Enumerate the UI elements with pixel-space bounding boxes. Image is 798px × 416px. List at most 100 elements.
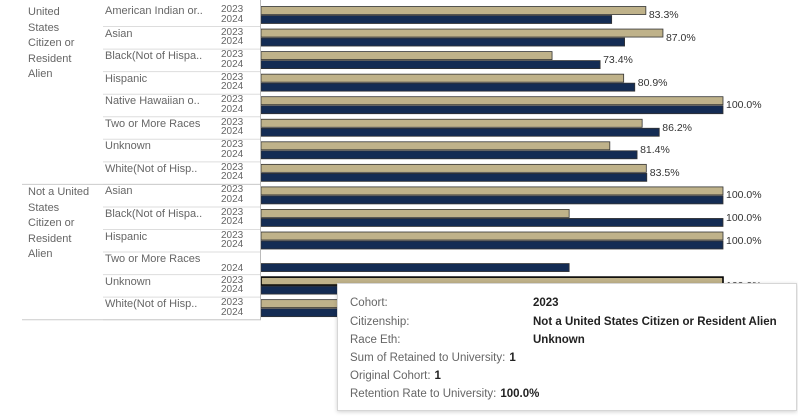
tooltip-key: Sum of Retained to University: bbox=[350, 352, 506, 364]
citizenship-label-line: States bbox=[28, 201, 60, 214]
bar-2024[interactable] bbox=[260, 60, 601, 69]
citizenship-label-line: Citizen or bbox=[28, 217, 75, 230]
data-label: 83.5% bbox=[649, 166, 680, 179]
race-label: Black(Not of Hispa.. bbox=[105, 50, 203, 63]
year-label: 2024 bbox=[221, 216, 244, 228]
year-label: 2023 bbox=[221, 71, 244, 83]
race-label: Native Hawaiian o.. bbox=[105, 95, 200, 108]
bar-2023[interactable] bbox=[260, 186, 724, 196]
tooltip-value: 1 bbox=[509, 352, 516, 364]
year-label: 2023 bbox=[221, 26, 244, 38]
bar-2024[interactable] bbox=[260, 127, 660, 137]
chart-tooltip: Cohort: 2023 Citizenship: Not a United Stat… bbox=[337, 283, 797, 411]
year-label: 2023 bbox=[221, 229, 244, 241]
tooltip-value: 100.0% bbox=[500, 388, 540, 400]
year-label: 2024 bbox=[221, 126, 244, 138]
race-label: Black(Not of Hispa.. bbox=[105, 207, 203, 220]
citizenship-label-line: Resident bbox=[28, 52, 72, 65]
year-label: 2023 bbox=[221, 206, 244, 218]
bar-2024[interactable] bbox=[260, 240, 724, 250]
data-label: 81.4% bbox=[640, 144, 670, 157]
race-label: Hispanic bbox=[105, 72, 148, 85]
race-label: Unknown bbox=[105, 140, 151, 153]
year-label: 2024 bbox=[221, 13, 244, 25]
year-label: 2023 bbox=[221, 297, 244, 309]
bar-2023[interactable] bbox=[260, 231, 724, 241]
data-label: 80.9% bbox=[637, 76, 668, 89]
year-label: 2023 bbox=[221, 161, 244, 173]
year-label: 2024 bbox=[221, 148, 244, 160]
bar-2024[interactable] bbox=[260, 37, 625, 47]
year-label: 2024 bbox=[221, 193, 244, 205]
year-label: 2024 bbox=[221, 81, 244, 93]
bar-2024[interactable] bbox=[260, 218, 724, 227]
data-label: 100.0% bbox=[726, 234, 762, 247]
citizenship-label-line: Alien bbox=[28, 248, 53, 261]
race-label: Unknown bbox=[105, 275, 151, 288]
bar-2023[interactable] bbox=[260, 209, 570, 218]
data-label: 100.0% bbox=[726, 211, 762, 224]
bar-2024[interactable] bbox=[260, 150, 638, 160]
bar-2023[interactable] bbox=[260, 6, 647, 15]
year-label: 2024 bbox=[221, 103, 244, 115]
race-label: Two or More Races bbox=[105, 253, 201, 266]
bar-2023[interactable] bbox=[260, 118, 643, 128]
tooltip-row: Citizenship: Not a United States Citizen … bbox=[350, 316, 777, 328]
bar-2024[interactable] bbox=[260, 15, 613, 24]
bar-2024[interactable] bbox=[260, 263, 570, 272]
race-label: Hispanic bbox=[105, 230, 148, 243]
bar-2023[interactable] bbox=[260, 51, 553, 60]
bar-2024[interactable] bbox=[260, 105, 724, 115]
tooltip-row: Race Eth: Unknown bbox=[350, 334, 585, 346]
data-label: 100.0% bbox=[726, 189, 762, 202]
bar-2024[interactable] bbox=[260, 172, 648, 182]
year-label: 2024 bbox=[221, 284, 244, 296]
tooltip-key: Cohort: bbox=[350, 297, 388, 309]
tooltip-key: Original Cohort: bbox=[350, 370, 431, 382]
citizenship-label-line: Resident bbox=[28, 232, 72, 245]
year-label: 2024 bbox=[221, 263, 244, 275]
tooltip-value: 2023 bbox=[533, 297, 559, 309]
citizenship-label: United States Citizen or Resident Alien bbox=[28, 5, 98, 83]
data-label: 100.0% bbox=[726, 99, 762, 112]
tooltip-key: Retention Rate to University: bbox=[350, 388, 497, 400]
tooltip-row: Cohort: 2023 bbox=[350, 297, 559, 309]
bar-2024[interactable] bbox=[260, 195, 724, 205]
bar-2023[interactable] bbox=[260, 28, 664, 38]
tooltip-value: 1 bbox=[434, 370, 441, 382]
year-label: 2024 bbox=[221, 239, 244, 250]
citizenship-label: Not a United States Citizen or Resident Alie… bbox=[28, 185, 98, 263]
citizenship-label-line: States bbox=[28, 21, 60, 34]
bar-2023[interactable] bbox=[260, 96, 724, 106]
year-label: 2023 bbox=[221, 184, 244, 196]
bar-2024[interactable] bbox=[260, 82, 636, 92]
citizenship-label-line: United bbox=[28, 6, 60, 18]
year-label: 2023 bbox=[221, 139, 244, 151]
tooltip-row: Original Cohort: 1 bbox=[350, 370, 441, 382]
data-label: 86.2% bbox=[662, 121, 693, 134]
race-label: Asian bbox=[105, 27, 133, 40]
tooltip-value: Not a United States Citizen or Resident … bbox=[533, 316, 777, 328]
citizenship-label-line: Not a United bbox=[28, 186, 90, 199]
race-label: Two or More Races bbox=[105, 117, 201, 130]
race-label: White(Not of Hisp.. bbox=[105, 298, 198, 311]
citizenship-label-line: Citizen or bbox=[28, 37, 75, 49]
tooltip-key: Citizenship: bbox=[350, 316, 410, 328]
tooltip-row: Retention Rate to University: 100.0% bbox=[350, 388, 539, 400]
race-label: American Indian or.. bbox=[105, 5, 203, 17]
bar-2023[interactable] bbox=[260, 163, 647, 173]
citizenship-label-line: Alien bbox=[28, 68, 53, 80]
bar-2023[interactable] bbox=[260, 73, 625, 83]
year-label: 2023 bbox=[221, 4, 244, 15]
year-label: 2023 bbox=[221, 94, 244, 106]
data-label: 83.3% bbox=[648, 9, 679, 21]
year-label: 2023 bbox=[221, 116, 244, 128]
year-label: 2024 bbox=[221, 36, 244, 48]
race-label: White(Not of Hisp.. bbox=[105, 162, 198, 175]
race-label: Asian bbox=[105, 185, 133, 198]
year-label: 2023 bbox=[221, 274, 244, 286]
bar-2023[interactable] bbox=[260, 141, 611, 151]
year-label: 2024 bbox=[221, 306, 244, 318]
data-label: 73.4% bbox=[603, 54, 633, 67]
